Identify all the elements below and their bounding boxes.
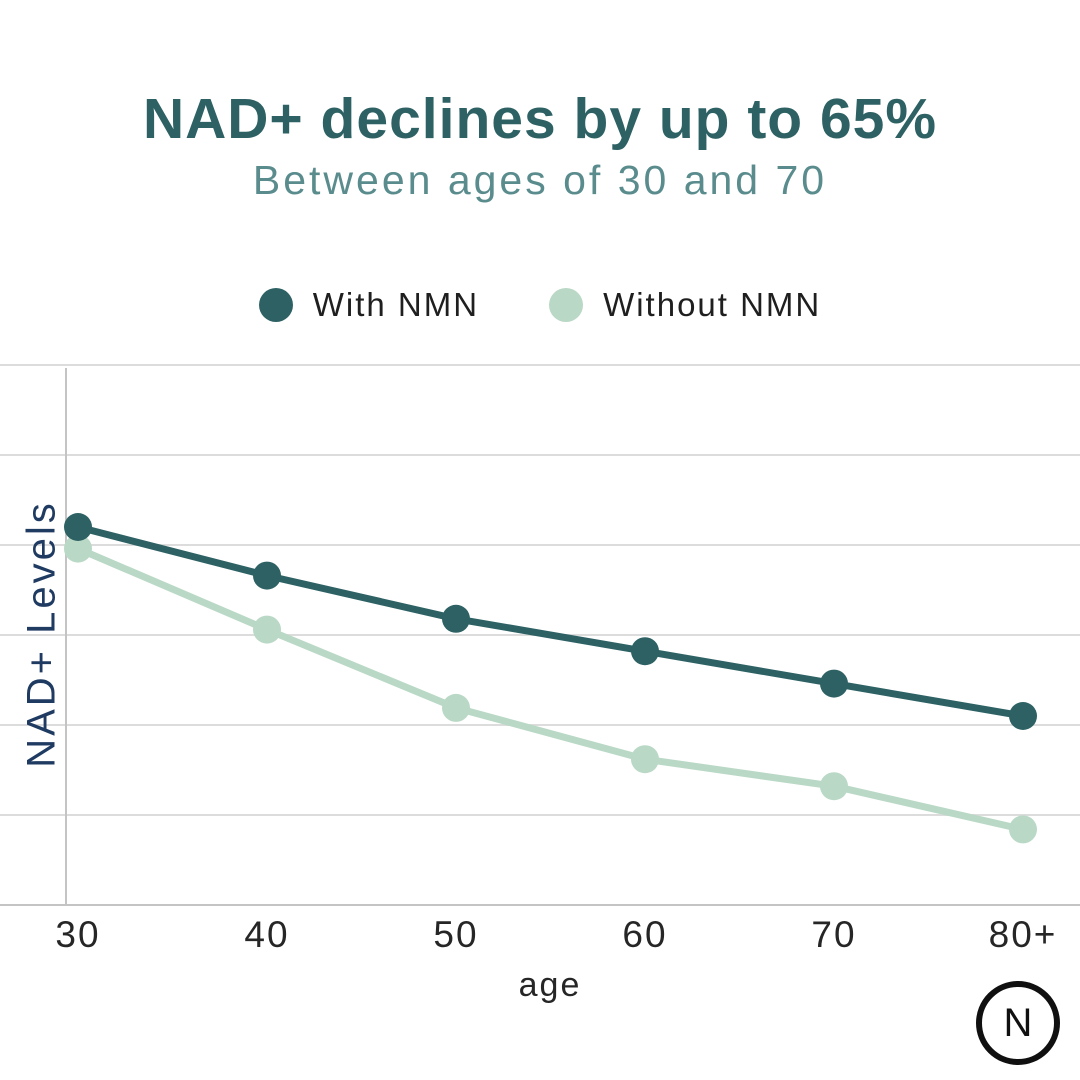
x-tick-label: 30 xyxy=(55,914,101,955)
x-axis-label: age xyxy=(518,966,582,1004)
x-tick-label: 70 xyxy=(811,914,857,955)
brand-logo-letter: N xyxy=(1003,1000,1033,1045)
series-line-1 xyxy=(74,545,1027,833)
data-point xyxy=(64,513,92,541)
header: NAD+ declines by up to 65% Between ages … xyxy=(0,88,1080,204)
data-point xyxy=(253,615,281,644)
series-line-0 xyxy=(74,523,1027,720)
legend-dot-without-nmn-icon xyxy=(549,288,584,322)
legend-item-with-nmn: With NMN xyxy=(258,286,480,324)
legend-item-without-nmn: Without NMN xyxy=(549,286,821,324)
data-point xyxy=(631,637,659,666)
chart-title: NAD+ declines by up to 65% xyxy=(142,87,938,151)
x-tick-label: 40 xyxy=(244,914,290,955)
legend: With NMN Without NMN xyxy=(0,286,1080,324)
x-tick-label: 80+ xyxy=(988,914,1058,955)
data-point xyxy=(64,534,92,563)
legend-label-without-nmn: Without NMN xyxy=(603,286,822,323)
line-chart xyxy=(0,364,1080,906)
chart-subtitle: Between ages of 30 and 70 xyxy=(252,156,828,203)
data-point xyxy=(442,604,470,633)
brand-logo: N xyxy=(976,981,1060,1065)
data-point xyxy=(820,669,848,698)
data-point xyxy=(442,693,470,722)
legend-dot-with-nmn-icon xyxy=(258,288,293,322)
data-point xyxy=(253,561,281,590)
data-point xyxy=(820,772,848,801)
data-point xyxy=(1009,702,1037,730)
x-tick-label: 60 xyxy=(622,914,668,955)
data-point xyxy=(631,745,659,774)
data-point xyxy=(1009,815,1037,844)
legend-label-with-nmn: With NMN xyxy=(312,286,480,323)
y-axis-label: NAD+ Levels xyxy=(19,500,64,768)
x-tick-label: 50 xyxy=(433,914,479,955)
